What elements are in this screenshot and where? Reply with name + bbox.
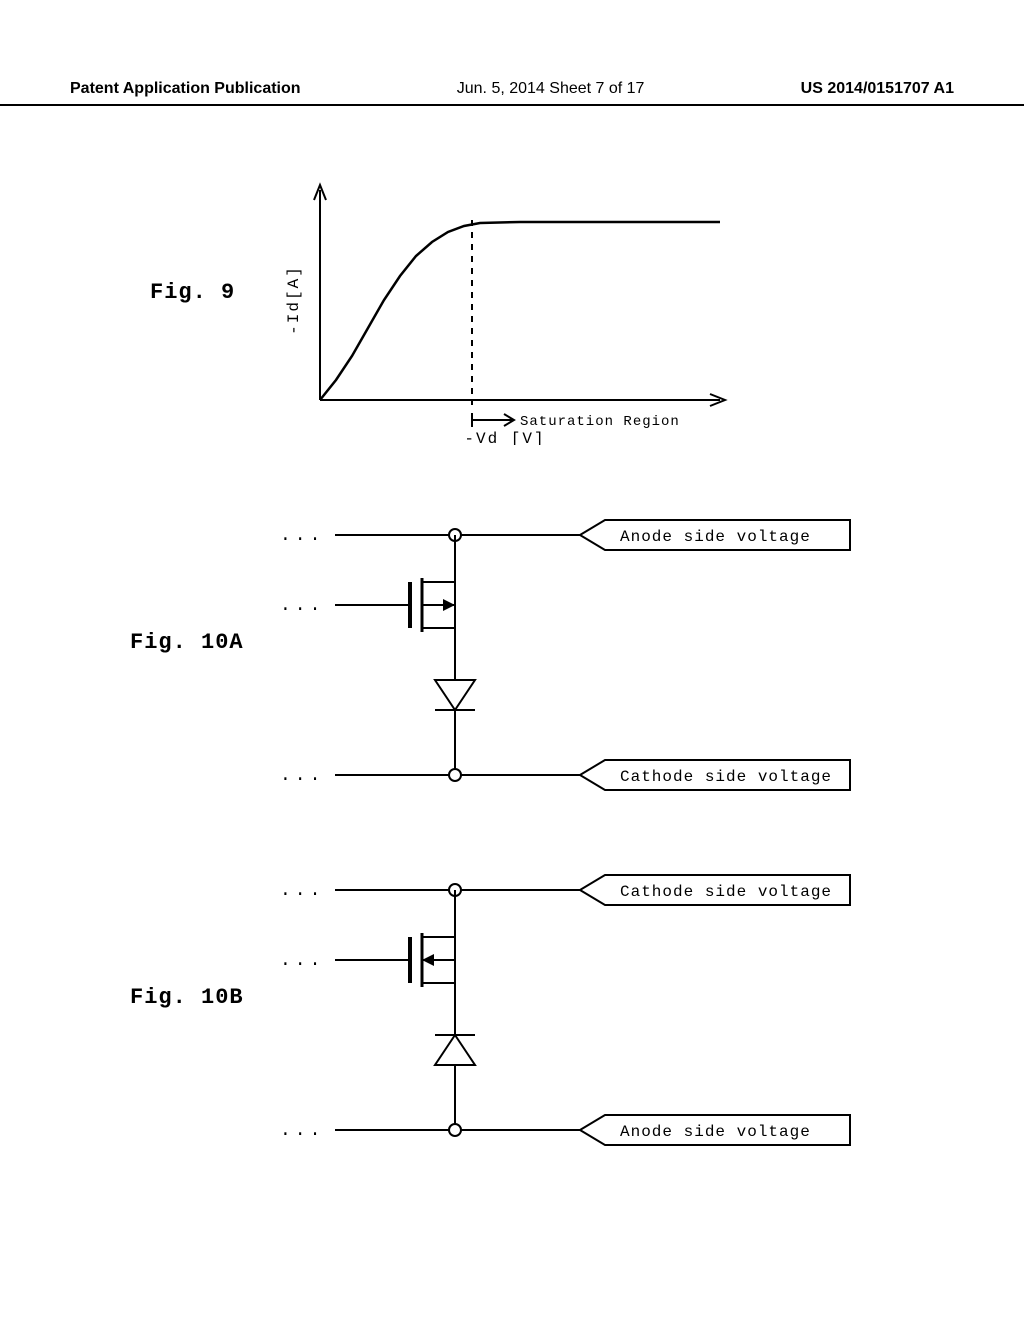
fig9-chart: -Id[A] -Vd [V] Saturation Region [250,175,750,445]
ellipsis-icon: ... [280,526,324,546]
bottom-node [449,1124,461,1136]
ellipsis-icon: ... [280,1121,324,1141]
body-arrow-icon [443,599,455,611]
iv-curve [320,222,720,400]
header-right: US 2014/0151707 A1 [801,80,954,98]
cathode-box-text: Cathode side voltage [620,883,832,901]
fig9-label: Fig. 9 [150,280,235,305]
y-axis-label: -Id[A] [285,265,303,335]
diode-triangle-icon [435,680,475,710]
cathode-box-text: Cathode side voltage [620,768,832,786]
fig10a-circuit: ... Anode side voltage ... ... Cathode s… [260,500,880,810]
page-header: Patent Application Publication Jun. 5, 2… [0,80,1024,106]
bottom-node [449,769,461,781]
header-left: Patent Application Publication [70,80,301,98]
ellipsis-icon: ... [280,766,324,786]
anode-box-text: Anode side voltage [620,528,811,546]
ellipsis-icon: ... [280,951,324,971]
fig10b-circuit: ... Cathode side voltage ... ... Anode s… [260,855,880,1165]
anode-box-text: Anode side voltage [620,1123,811,1141]
ellipsis-icon: ... [280,881,324,901]
fig10a-label: Fig. 10A [130,630,244,655]
body-arrow-icon [422,954,434,966]
diode-triangle-icon [435,1035,475,1065]
header-center: Jun. 5, 2014 Sheet 7 of 17 [457,80,645,98]
saturation-label: Saturation Region [520,414,680,430]
x-axis-label: -Vd [V] [464,430,545,445]
ellipsis-icon: ... [280,596,324,616]
fig10b-label: Fig. 10B [130,985,244,1010]
